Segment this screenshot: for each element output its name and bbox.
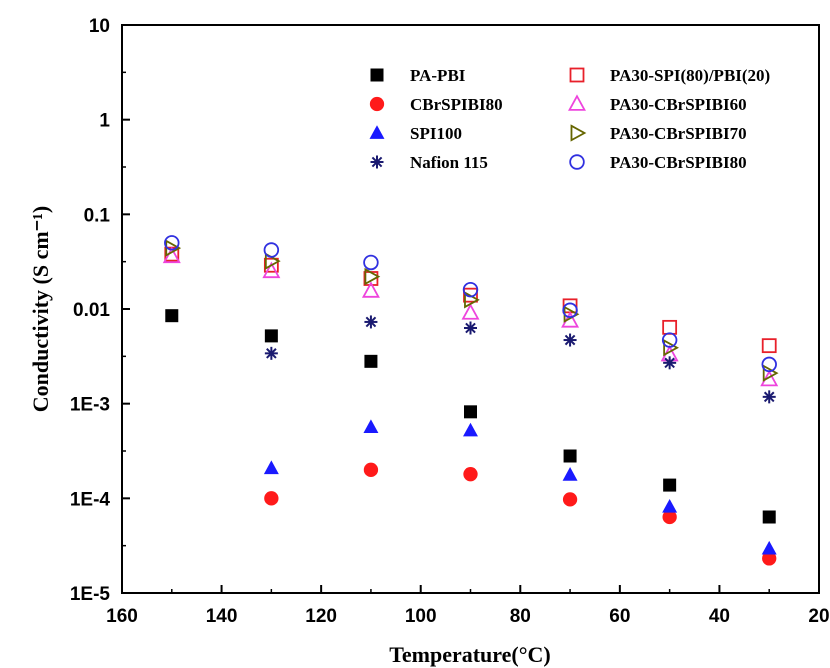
x-tick-label: 80 — [510, 606, 531, 627]
legend-label: PA30-SPI(80)/PBI(20) — [610, 66, 770, 85]
data-point — [263, 242, 280, 258]
legend-marker — [370, 155, 384, 169]
data-point — [364, 354, 378, 368]
legend-item: PA30-SPI(80)/PBI(20) — [569, 66, 770, 85]
data-point — [263, 257, 279, 273]
x-tick-labels: 160 140 120 100 80 60 40 20 — [106, 606, 829, 627]
data-point — [464, 321, 477, 335]
y-tick-label: 1E-4 — [70, 489, 111, 510]
data-point — [761, 356, 777, 373]
legend-label: PA30-CBrSPIBI60 — [610, 95, 747, 114]
x-tick-label: 140 — [206, 606, 238, 627]
data-point — [663, 356, 677, 370]
data-point — [662, 319, 678, 335]
series-points — [162, 246, 779, 387]
data-point — [363, 462, 379, 477]
data-point — [164, 235, 180, 251]
data-point — [263, 460, 279, 475]
data-point — [661, 332, 678, 348]
y-tick-label: 10 — [89, 16, 110, 37]
legend-label: PA30-CBrSPIBI80 — [610, 153, 747, 172]
data-point — [662, 509, 677, 525]
series-points — [264, 462, 777, 566]
legend-item: PA-PBI — [370, 66, 466, 85]
x-tick-label: 60 — [609, 606, 630, 627]
data-point — [361, 281, 380, 298]
x-axis-title: Temperature(°C) — [389, 642, 551, 667]
legend-item: SPI100 — [369, 124, 462, 143]
data-point — [364, 267, 381, 286]
legend-label: PA-PBI — [410, 66, 466, 85]
x-tick-label: 40 — [709, 606, 730, 627]
y-tick-labels: 1E-5 1E-4 1E-3 0.01 0.1 1 10 — [70, 16, 111, 605]
series-points — [264, 315, 776, 404]
legend-label: Nafion 115 — [410, 153, 488, 172]
legend-marker — [369, 125, 385, 139]
data-point — [463, 287, 478, 303]
legend-label: CBrSPIBI80 — [410, 95, 503, 114]
data-point — [162, 246, 181, 264]
data-point — [761, 540, 777, 555]
legend-marker — [570, 124, 587, 142]
data-point — [262, 261, 281, 279]
y-tick-label: 0.1 — [84, 205, 111, 226]
data-point — [563, 449, 577, 463]
data-point — [762, 364, 779, 382]
series-points — [164, 246, 777, 354]
y-tick-label: 0.01 — [73, 300, 110, 321]
legend-marker — [370, 68, 384, 82]
legend-item: Nafion 115 — [370, 153, 488, 172]
legend-item: PA30-CBrSPIBI80 — [569, 153, 747, 172]
data-point — [562, 467, 578, 481]
data-point — [663, 478, 677, 492]
data-point — [264, 346, 278, 360]
plot-frame — [121, 24, 820, 594]
x-tick-label: 160 — [106, 606, 138, 627]
data-point — [762, 390, 776, 404]
data-point — [563, 333, 577, 347]
legend: PA-PBI CBrSPIBI80 SPI100 Nafion 115 PA30-SPI… — [369, 66, 770, 172]
data-point — [762, 551, 777, 566]
data-point — [264, 329, 278, 343]
legend-marker — [568, 94, 586, 111]
data-point — [463, 422, 478, 437]
series-points — [263, 419, 777, 555]
data-point — [562, 492, 578, 507]
data-point — [462, 281, 479, 298]
data-point — [463, 467, 478, 482]
y-tick-label: 1E-3 — [70, 395, 110, 416]
data-point — [165, 309, 179, 323]
data-point — [461, 303, 480, 320]
y-tick-label: 1 — [99, 111, 110, 132]
y-axis-title: Conductivity (S cm⁻¹) — [28, 206, 53, 412]
x-tick-label: 20 — [808, 606, 829, 627]
data-point — [663, 339, 679, 357]
series-points — [164, 235, 777, 373]
y-tick-label: 1E-5 — [70, 584, 111, 605]
x-tick-label: 120 — [305, 606, 337, 627]
series-points — [165, 239, 779, 382]
data-point — [364, 315, 378, 329]
legend-item: PA30-CBrSPIBI60 — [568, 94, 747, 114]
data-point — [562, 302, 578, 318]
series-points — [165, 309, 776, 524]
data-point — [762, 510, 776, 524]
data-point — [363, 254, 379, 271]
data-point — [363, 419, 379, 433]
data-point — [761, 338, 777, 354]
legend-item: CBrSPIBI80 — [369, 95, 503, 114]
data-point — [662, 498, 678, 513]
legend-label: SPI100 — [410, 124, 462, 143]
legend-marker — [569, 67, 585, 83]
data-point — [264, 491, 279, 506]
data-points — [162, 235, 779, 566]
x-tick-label: 100 — [405, 606, 437, 627]
legend-marker — [369, 96, 385, 112]
legend-label: PA30-CBrSPIBI70 — [610, 124, 747, 143]
legend-marker — [569, 154, 585, 170]
legend-item: PA30-CBrSPIBI70 — [570, 124, 747, 143]
data-point — [464, 405, 477, 419]
